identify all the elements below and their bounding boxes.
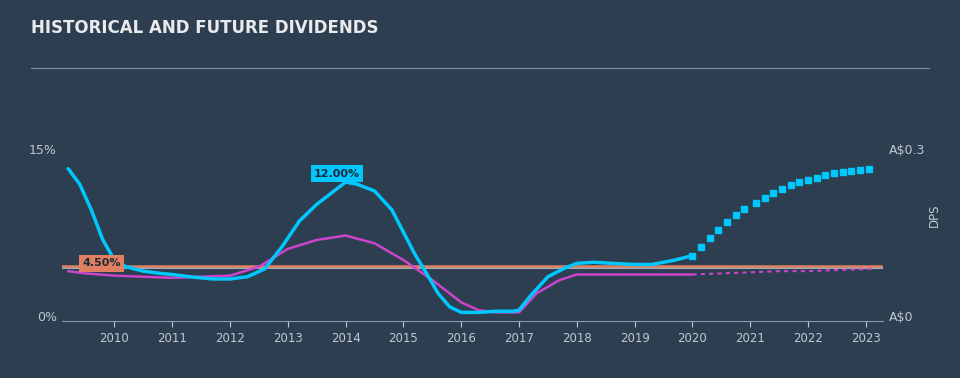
Text: 12.00%: 12.00% bbox=[314, 169, 360, 179]
Text: HISTORICAL AND FUTURE DIVIDENDS: HISTORICAL AND FUTURE DIVIDENDS bbox=[31, 19, 378, 37]
Text: 4.50%: 4.50% bbox=[83, 259, 121, 268]
Text: DPS: DPS bbox=[928, 204, 942, 227]
